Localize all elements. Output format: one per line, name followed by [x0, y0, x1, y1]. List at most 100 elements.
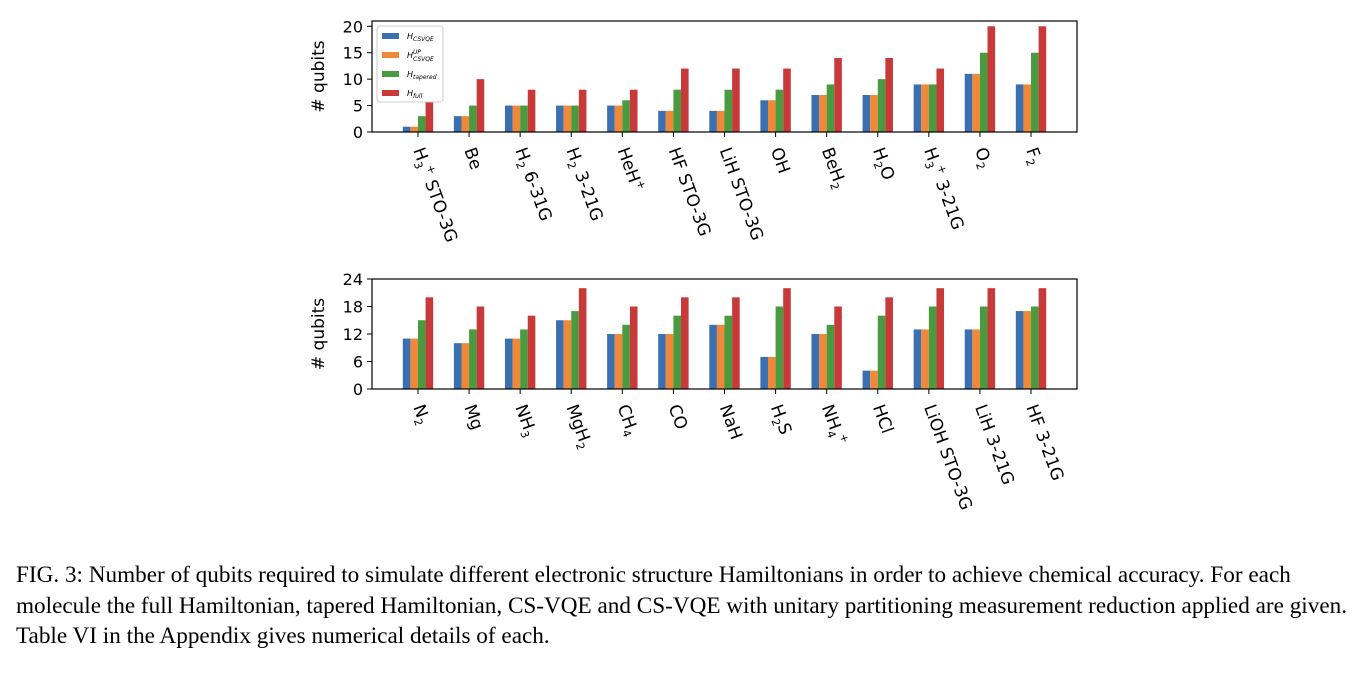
y-axis-label: # qubits: [309, 298, 329, 370]
bar-1-9-0: [862, 95, 871, 132]
bar-1-3-1: [563, 105, 572, 132]
y-tick-label: 20: [343, 17, 363, 36]
x-tick-label: NH4+: [815, 401, 852, 448]
bar-2-7-2: [775, 306, 784, 389]
bar-1-3-3: [578, 89, 587, 132]
bar-2-7-3: [783, 288, 791, 389]
y-tick-label: 0: [353, 380, 363, 399]
bar-1-6-0: [709, 110, 717, 132]
bar-2-5-0: [658, 334, 666, 389]
bar-2-3-0: [556, 320, 564, 389]
bar-1-4-3: [629, 89, 638, 132]
bar-1-10-3: [936, 68, 945, 132]
x-tick-label: H2S: [764, 402, 795, 438]
bar-1-5-1: [665, 110, 674, 132]
x-tick-label: Be: [459, 145, 485, 173]
bar-1-7-3: [783, 68, 791, 132]
bar-2-7-0: [760, 356, 768, 389]
y-tick-label: 18: [343, 298, 363, 317]
x-tick-label: H3+ 3-21G: [917, 144, 969, 233]
bar-1-11-3: [987, 26, 996, 132]
bar-2-5-1: [665, 334, 674, 389]
bar-2-1-0: [453, 343, 462, 389]
bar-2-5-3: [681, 297, 689, 389]
bar-2-6-0: [709, 324, 717, 389]
bar-1-2-2: [520, 105, 528, 132]
legend-swatch: [382, 33, 399, 39]
bar-1-9-2: [877, 79, 886, 132]
bar-2-3-3: [578, 288, 587, 389]
bar-2-2-3: [527, 315, 536, 389]
bar-1-4-1: [614, 105, 623, 132]
x-tick-label: OH: [766, 145, 794, 176]
x-tick-label: H2 6-31G: [509, 145, 556, 225]
x-tick-label: HCl: [868, 402, 897, 436]
bar-1-12-2: [1031, 52, 1039, 132]
chart-panel-2: N2 Mg NH3 MgH2 CH4 CO NaH H2S NH4+ HCl LiOH STO-3G…: [309, 270, 1078, 513]
bar-1-6-3: [732, 68, 740, 132]
x-tick-label: NaH: [715, 402, 746, 443]
bar-1-12-0: [1015, 84, 1024, 132]
bar-1-0-1: [410, 126, 418, 132]
x-tick-label: LiH STO-3G: [715, 145, 767, 244]
bar-1-9-3: [885, 58, 893, 132]
x-tick-label: HeH+: [613, 144, 649, 194]
bar-1-12-1: [1023, 84, 1032, 132]
x-tick-label: CO: [664, 402, 691, 433]
bar-1-9-1: [870, 95, 878, 132]
bar-1-11-2: [979, 52, 988, 132]
bar-1-4-2: [622, 100, 630, 132]
bar-1-10-1: [921, 84, 929, 132]
bar-1-1-2: [469, 105, 477, 132]
bar-1-6-1: [716, 110, 725, 132]
bar-2-11-2: [979, 306, 988, 389]
legend: HCSVQE HUP CSVQE Htapered Hfull: [376, 25, 444, 103]
bar-2-2-0: [504, 338, 513, 389]
bar-2-8-0: [811, 334, 820, 389]
x-tick-label: BeH2: [815, 145, 850, 192]
bar-2-8-3: [834, 306, 842, 389]
bar-2-9-3: [885, 297, 893, 389]
bar-2-11-1: [972, 329, 980, 389]
bar-2-0-3: [425, 297, 434, 389]
y-tick-label: 5: [353, 97, 363, 116]
x-tick-label: N2: [406, 402, 433, 428]
bar-1-7-0: [760, 100, 768, 132]
bar-2-9-2: [877, 315, 886, 389]
y-tick-label: 10: [343, 70, 363, 89]
figure-caption: FIG. 3: Number of qubits required to sim…: [16, 562, 1348, 649]
bar-2-12-3: [1038, 288, 1047, 389]
legend-entry: Htapered: [407, 70, 437, 81]
x-tick-label: F2: [1019, 145, 1045, 168]
bar-2-7-1: [767, 356, 776, 389]
bar-1-3-2: [571, 105, 579, 132]
legend-swatch: [382, 52, 399, 58]
bar-2-6-3: [732, 297, 740, 389]
bar-1-8-2: [826, 84, 835, 132]
bar-1-10-0: [913, 84, 922, 132]
x-tick-label: O2: [968, 145, 996, 172]
bar-2-9-0: [862, 370, 871, 389]
x-tick-label: H2 3-21G: [560, 145, 607, 225]
bar-1-1-3: [476, 79, 485, 132]
bar-1-0-3: [425, 100, 434, 132]
bar-2-0-2: [417, 320, 426, 389]
x-tick-label: CH4: [611, 402, 643, 439]
x-tick-label: H3+ STO-3G: [406, 144, 463, 246]
bar-1-10-2: [928, 84, 937, 132]
bar-1-2-1: [512, 105, 521, 132]
bar-1-0-0: [402, 126, 411, 132]
bar-2-2-1: [512, 338, 521, 389]
y-tick-label: 12: [343, 325, 363, 344]
bar-1-2-3: [527, 89, 536, 132]
bar-2-1-2: [469, 329, 477, 389]
bar-1-7-1: [767, 100, 776, 132]
bar-1-5-3: [681, 68, 689, 132]
bar-2-10-1: [921, 329, 929, 389]
legend-entry: Hfull: [407, 89, 423, 100]
y-tick-label: 0: [353, 123, 363, 142]
bar-2-10-0: [913, 329, 922, 389]
bar-2-10-3: [936, 288, 945, 389]
x-tick-label: MgH2: [560, 402, 596, 452]
